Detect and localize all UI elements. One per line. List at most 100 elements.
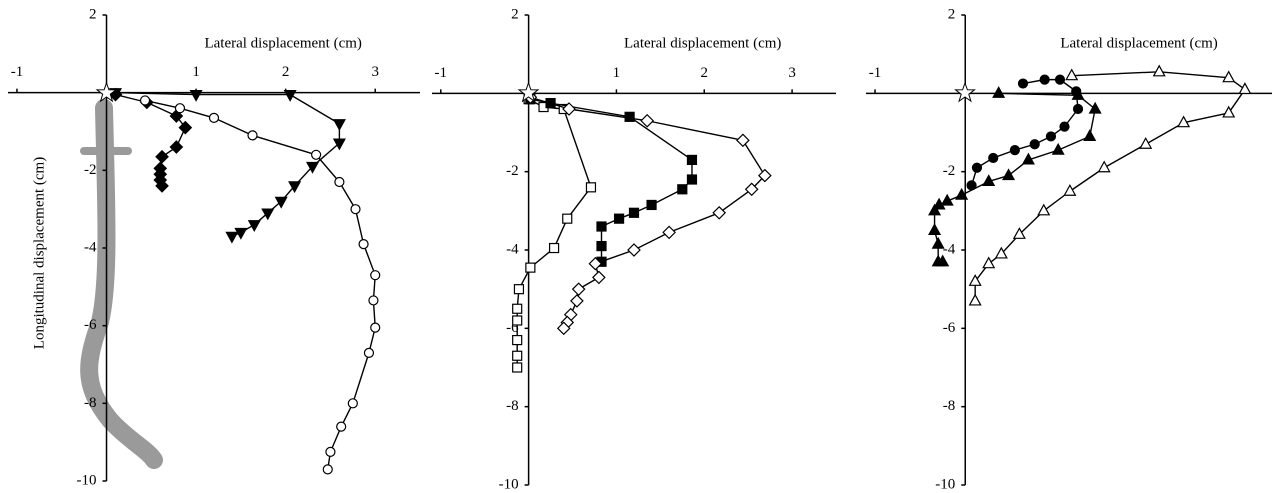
data-point — [247, 130, 258, 141]
data-point — [336, 421, 347, 432]
data-point — [208, 112, 220, 124]
data-point — [1071, 88, 1085, 100]
y-tick-label: -2 — [506, 163, 519, 179]
data-point — [627, 243, 641, 257]
data-point — [225, 231, 239, 244]
series-line — [530, 96, 766, 329]
data-point — [512, 350, 523, 361]
data-point — [1009, 145, 1020, 156]
data-point — [325, 446, 336, 457]
data-point — [306, 161, 320, 174]
data-point — [571, 282, 586, 297]
data-point — [556, 321, 571, 336]
data-point — [1002, 168, 1016, 181]
y-tick-label: 2 — [511, 6, 519, 22]
data-point — [570, 294, 584, 308]
series-line — [115, 93, 187, 187]
y-tick-label: -6 — [84, 317, 97, 333]
data-point — [1065, 68, 1079, 81]
data-point — [322, 464, 333, 475]
data-point — [988, 152, 999, 164]
data-point — [628, 207, 640, 218]
data-point — [640, 113, 655, 128]
data-point — [363, 347, 375, 358]
series-line — [933, 92, 1096, 263]
data-point — [932, 197, 946, 210]
x-tick-label: -1 — [11, 64, 24, 80]
data-point — [512, 362, 523, 373]
data-point — [350, 204, 361, 215]
x-tick-label: 3 — [371, 64, 379, 80]
data-point — [332, 138, 346, 151]
data-point — [588, 256, 603, 271]
data-point — [1139, 137, 1153, 149]
data-point — [1021, 152, 1035, 165]
data-point — [1222, 105, 1236, 118]
data-point — [139, 95, 151, 106]
data-point — [1054, 74, 1066, 85]
y-tick-label: 2 — [89, 6, 97, 22]
data-point — [358, 239, 369, 250]
x-tick-label: -1 — [435, 65, 448, 81]
y-tick-label: -4 — [506, 241, 519, 257]
data-point — [1177, 115, 1191, 128]
data-point — [334, 176, 345, 188]
x-tick-label: 2 — [701, 65, 709, 81]
data-point — [968, 274, 982, 286]
data-point — [178, 120, 193, 135]
series-line — [144, 99, 376, 470]
y-tick-label: -2 — [84, 162, 97, 178]
data-point — [512, 303, 523, 314]
data-point — [624, 111, 635, 122]
data-point — [758, 168, 772, 183]
y-tick-label: -6 — [943, 320, 956, 336]
data-point — [512, 334, 523, 346]
y-tick-label: -4 — [943, 241, 956, 257]
y-tick-label: -4 — [84, 239, 97, 255]
data-point — [1051, 142, 1065, 155]
y-tick-label: -10 — [935, 476, 955, 492]
data-point — [347, 398, 358, 409]
data-point — [1222, 70, 1236, 83]
x-tick-label: 1 — [192, 64, 200, 80]
x-tick-label: 2 — [282, 64, 290, 80]
x-axis-label: Lateral displacement (cm) — [624, 35, 781, 51]
data-point — [1045, 131, 1057, 142]
plots: -1 1 2 3 2 -2 -4 -6 -8 -10 Lateral displacement (c… — [8, 6, 1272, 492]
data-point — [1017, 78, 1029, 89]
data-point — [646, 199, 657, 211]
data-point — [992, 86, 1006, 98]
data-point — [940, 193, 954, 206]
series-line — [974, 71, 1246, 301]
data-point — [686, 154, 698, 166]
data-point — [562, 102, 576, 116]
data-point — [155, 149, 169, 164]
data-point — [1072, 103, 1084, 115]
data-point — [368, 295, 379, 306]
data-point — [677, 184, 688, 195]
data-point — [247, 220, 261, 232]
x-tick-label: 3 — [788, 65, 796, 81]
data-point — [662, 225, 676, 240]
data-point — [955, 187, 969, 200]
data-point — [513, 284, 525, 295]
data-point — [283, 90, 297, 102]
data-point — [592, 270, 606, 285]
data-point — [548, 242, 560, 254]
data-point — [1012, 227, 1026, 239]
data-point — [968, 293, 982, 306]
data-point — [274, 196, 288, 209]
data-point — [512, 315, 523, 326]
data-point — [1039, 74, 1050, 85]
data-point — [1238, 82, 1252, 95]
data-point — [234, 227, 248, 240]
data-point — [936, 254, 950, 267]
data-point — [562, 213, 573, 224]
data-point — [1029, 139, 1040, 150]
data-point — [982, 174, 996, 187]
data-point — [189, 90, 203, 102]
data-point — [288, 181, 302, 194]
data-point — [1152, 64, 1166, 77]
data-point — [174, 103, 186, 114]
data-point — [928, 203, 942, 216]
